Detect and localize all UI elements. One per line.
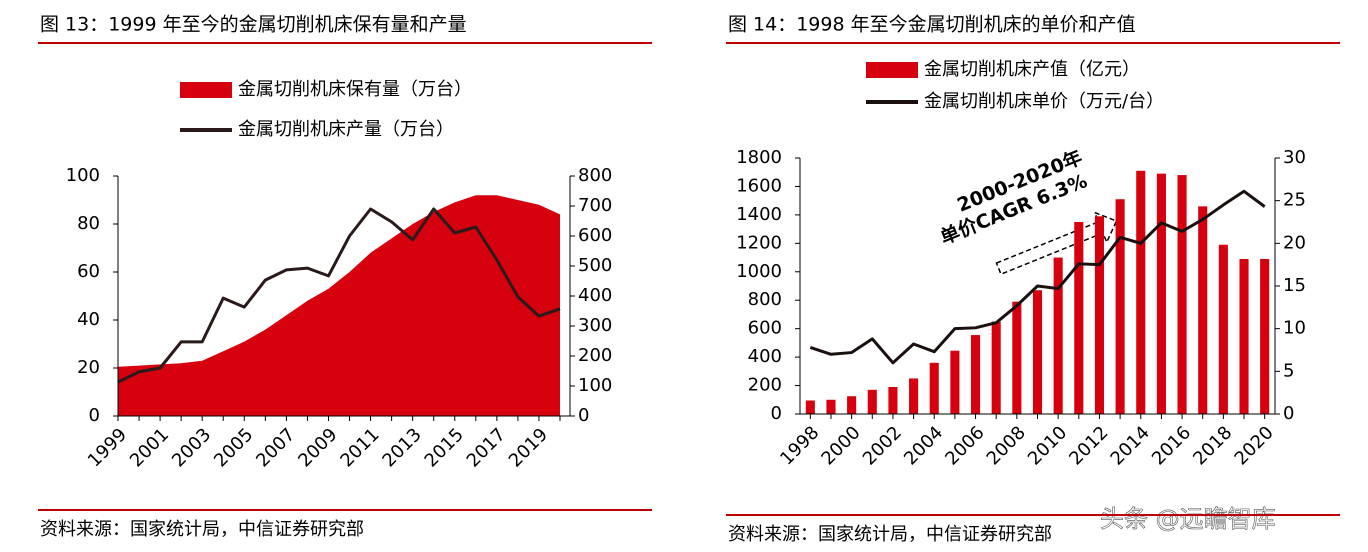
- x-tick-label: 2013: [378, 424, 425, 471]
- bar: [1198, 206, 1208, 414]
- bar: [888, 386, 898, 414]
- bar: [1136, 170, 1146, 414]
- bar: [1239, 258, 1249, 414]
- x-tick-label: 2014: [1107, 422, 1154, 469]
- y2-tick-label: 0: [1283, 403, 1294, 424]
- chart-title: 图 14：1998 年至今金属切削机床的单价和产值: [728, 14, 1136, 36]
- annotation-arrow: [995, 211, 1118, 276]
- bar: [1032, 290, 1043, 414]
- y2-tick-label: 30: [1283, 147, 1306, 168]
- source: 资料来源：国家统计局，中信证券研究部: [728, 524, 1052, 545]
- legend-label: 金属切削机床产值（亿元）: [924, 59, 1140, 80]
- bar: [1260, 258, 1270, 414]
- x-tick-label: 2008: [983, 422, 1030, 469]
- bar: [929, 362, 939, 414]
- bar: [867, 389, 877, 414]
- bar: [847, 396, 857, 414]
- legend-label: 金属切削机床产量（万台）: [238, 119, 454, 140]
- y2-tick-label: 25: [1283, 190, 1306, 211]
- y-tick-label: 1600: [736, 175, 782, 196]
- x-tick-label: 2000: [817, 422, 864, 469]
- line: [117, 207, 561, 384]
- y2-tick-label: 15: [1283, 275, 1306, 296]
- y-tick-label: 400: [748, 346, 782, 367]
- bar: [1156, 173, 1166, 414]
- y-tick-label: 200: [748, 375, 782, 396]
- y2-tick-label: 400: [578, 285, 612, 306]
- x-tick-label: 2006: [941, 422, 988, 469]
- bar: [826, 399, 836, 414]
- y-tick-label: 40: [77, 309, 100, 330]
- bar: [950, 350, 960, 414]
- y2-tick-label: 800: [578, 165, 612, 186]
- legend-swatch: [866, 62, 918, 78]
- x-tick-label: 2012: [1065, 422, 1112, 469]
- line: [809, 189, 1266, 365]
- x-tick-label: 2002: [859, 422, 906, 469]
- x-tick-label: 1998: [776, 422, 823, 469]
- bar: [1218, 244, 1228, 414]
- y2-tick-label: 300: [578, 315, 612, 336]
- x-tick-label: 2011: [336, 424, 383, 471]
- x-tick-label: 2018: [1189, 422, 1236, 469]
- bar: [805, 400, 815, 414]
- bar: [1177, 175, 1187, 414]
- y-tick-label: 0: [89, 405, 100, 426]
- area: [118, 195, 560, 416]
- y-tick-label: 800: [748, 289, 782, 310]
- x-tick-label: 1999: [84, 424, 131, 471]
- bar: [1053, 257, 1063, 414]
- x-tick-label: 2016: [1148, 422, 1195, 469]
- y-tick-label: 100: [66, 165, 100, 186]
- legend-label: 金属切削机床保有量（万台）: [238, 79, 472, 100]
- x-tick-label: 2001: [126, 424, 173, 471]
- y2-tick-label: 100: [578, 375, 612, 396]
- y-tick-label: 80: [77, 213, 100, 234]
- bar: [971, 335, 981, 414]
- y2-tick-label: 200: [578, 345, 612, 366]
- bar: [1115, 199, 1125, 414]
- watermark: 头条 @远瞻智库: [1100, 505, 1276, 533]
- y2-tick-label: 500: [578, 255, 612, 276]
- source: 资料来源：国家统计局，中信证券研究部: [40, 519, 364, 540]
- x-tick-label: 2019: [505, 424, 552, 471]
- y-tick-label: 60: [77, 261, 100, 282]
- x-tick-label: 2015: [421, 424, 468, 471]
- x-tick-label: 2004: [900, 422, 947, 469]
- x-tick-label: 2017: [463, 424, 510, 471]
- y-tick-label: 1200: [736, 232, 782, 253]
- y2-tick-label: 700: [578, 195, 612, 216]
- x-tick-label: 2005: [210, 424, 257, 471]
- bar: [1012, 301, 1022, 414]
- y-tick-label: 20: [77, 357, 100, 378]
- bar: [991, 321, 1001, 414]
- y-tick-label: 1800: [736, 147, 782, 168]
- legend-swatch: [180, 82, 232, 98]
- x-tick-label: 2010: [1024, 422, 1071, 469]
- bar: [909, 378, 919, 414]
- y-tick-label: 0: [771, 403, 782, 424]
- y-tick-label: 1000: [736, 261, 782, 282]
- bar: [1094, 216, 1104, 414]
- y2-tick-label: 5: [1283, 360, 1294, 381]
- y2-tick-label: 20: [1283, 232, 1306, 253]
- x-tick-label: 2003: [168, 424, 215, 471]
- bar: [1074, 222, 1084, 414]
- chart-title: 图 13：1999 年至今的金属切削机床保有量和产量: [40, 14, 467, 36]
- legend-label: 金属切削机床单价（万元/台）: [924, 91, 1164, 112]
- x-tick-label: 2007: [252, 424, 299, 471]
- y2-tick-label: 0: [578, 405, 589, 426]
- x-tick-label: 2009: [294, 424, 341, 471]
- x-tick-label: 2020: [1231, 422, 1278, 469]
- y-tick-label: 600: [748, 318, 782, 339]
- y-tick-label: 1400: [736, 204, 782, 225]
- y2-tick-label: 600: [578, 225, 612, 246]
- y2-tick-label: 10: [1283, 318, 1306, 339]
